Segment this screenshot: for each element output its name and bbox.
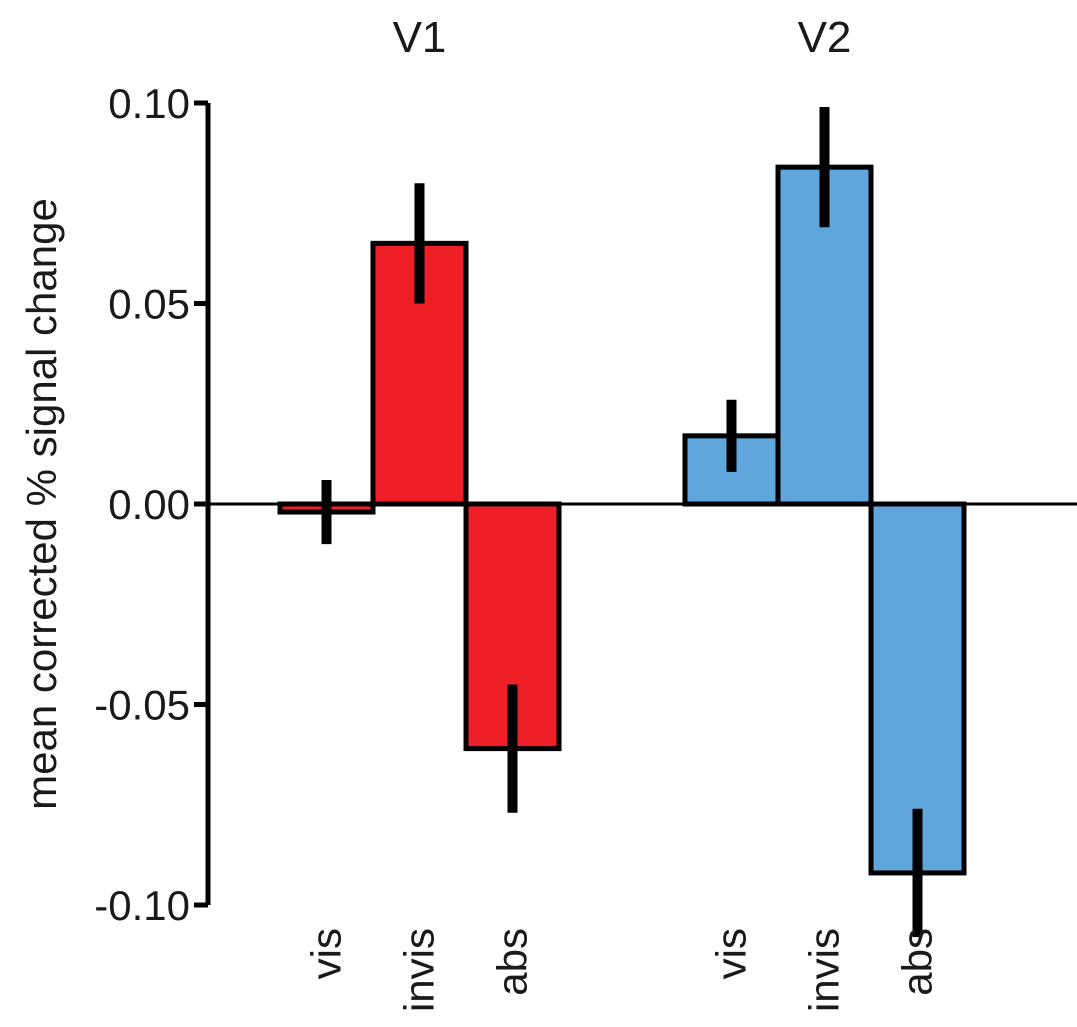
category-label: invis xyxy=(396,928,443,1012)
category-label: abs xyxy=(894,928,941,996)
category-label: vis xyxy=(303,928,350,979)
bars xyxy=(280,107,964,937)
category-label: invis xyxy=(801,928,848,1012)
category-label: vis xyxy=(708,928,755,979)
category-label: abs xyxy=(489,928,536,996)
group-title: V1 xyxy=(393,13,447,62)
group-title: V2 xyxy=(798,13,852,62)
y-axis-label: mean corrected % signal change xyxy=(18,198,65,810)
y-tick-label: 0.10 xyxy=(108,80,190,127)
y-tick-label: -0.05 xyxy=(94,682,190,729)
y-tick-label: -0.10 xyxy=(94,882,190,929)
y-tick-label: 0.00 xyxy=(108,481,190,528)
y-tick-label: 0.05 xyxy=(108,281,190,328)
